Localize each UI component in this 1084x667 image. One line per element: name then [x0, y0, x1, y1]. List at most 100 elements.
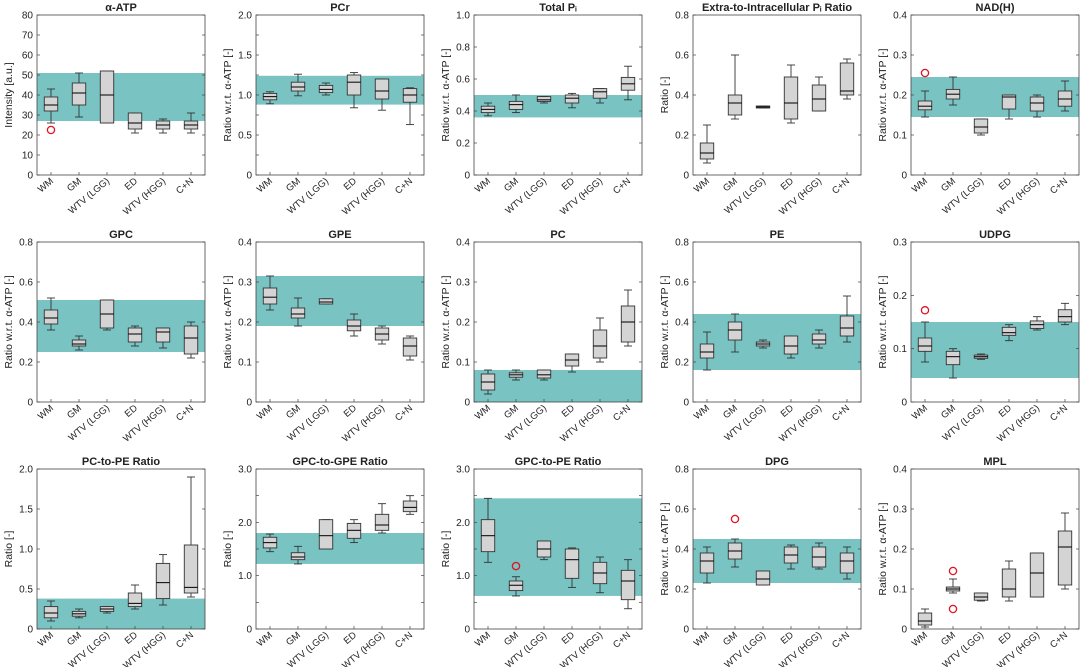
box-2: [536, 369, 552, 381]
reference-band: [474, 370, 642, 402]
x-tick-label: GM: [284, 176, 303, 194]
reference-band: [474, 95, 642, 118]
iqr-box: [127, 112, 143, 130]
x-tick-label: WM: [910, 176, 930, 195]
iqr-box: [699, 142, 715, 160]
iqr-box: [1001, 94, 1017, 110]
x-tick-label: C+N: [393, 630, 415, 651]
y-axis-label: Ratio [-]: [659, 77, 671, 114]
iqr-box: [290, 552, 306, 561]
y-tick-label: 60: [22, 51, 34, 62]
y-axis-label: Ratio w.r.t. α-ATP [-]: [877, 502, 889, 595]
x-tick-label: C+N: [830, 403, 852, 424]
iqr-box: [43, 309, 59, 325]
y-tick-label: 0.8: [456, 43, 470, 54]
box-1: [945, 348, 961, 379]
x-tick-label: ED: [997, 176, 1014, 193]
reference-band: [37, 73, 205, 121]
reference-band: [256, 75, 424, 105]
box-4: [592, 88, 608, 104]
box-3: [564, 92, 580, 109]
panel-title: PCr: [330, 2, 350, 14]
outlier-point: [948, 604, 958, 614]
y-tick-label: 2.0: [238, 11, 252, 22]
iqr-box: [1001, 326, 1017, 336]
iqr-box: [783, 335, 799, 355]
iqr-box: [917, 612, 933, 626]
y-tick-label: 0.6: [675, 505, 689, 516]
box-0: [262, 533, 278, 553]
x-tick-label: ED: [779, 630, 796, 647]
iqr-box: [402, 500, 418, 513]
y-axis-label: Intensity [a.u.]: [3, 62, 15, 127]
x-tick-label: GM: [65, 176, 84, 194]
box-0: [480, 497, 496, 563]
x-tick-label: ED: [123, 403, 140, 420]
box-5: [183, 476, 199, 598]
x-tick-label: ED: [779, 403, 796, 420]
y-tick-label: 0.4: [238, 238, 252, 249]
y-tick-label: 0.4: [675, 318, 689, 329]
box-2: [973, 118, 989, 136]
box-5: [1057, 80, 1073, 112]
y-axis-label: Ratio w.r.t. α-ATP [-]: [222, 275, 234, 368]
y-tick-label: 0.6: [456, 75, 470, 86]
iqr-box: [43, 606, 59, 619]
box-4: [1029, 316, 1045, 331]
iqr-box: [1029, 96, 1045, 112]
y-tick-label: 0: [27, 398, 33, 409]
x-tick-label: ED: [560, 630, 577, 647]
box-5: [1057, 302, 1073, 326]
box-1: [508, 369, 524, 381]
box-1: [727, 313, 743, 353]
box-0: [699, 124, 715, 164]
iqr-box: [262, 287, 278, 305]
reference-band: [474, 498, 642, 596]
iqr-box: [973, 118, 989, 134]
box-1: [71, 608, 87, 619]
iqr-box: [127, 592, 143, 608]
box-0: [917, 321, 933, 363]
box-4: [811, 542, 827, 570]
iqr-box: [620, 305, 636, 343]
y-tick-label: 20: [22, 131, 34, 142]
y-tick-label: 0: [464, 398, 470, 409]
y-tick-label: 2.0: [456, 518, 470, 529]
y-axis-label: Ratio w.r.t. α-ATP [-]: [659, 502, 671, 595]
box-2: [755, 105, 771, 109]
y-tick-label: 0: [683, 625, 689, 636]
x-tick-label: GM: [284, 403, 303, 421]
panel-title: GPC-to-GPE Ratio: [292, 456, 388, 468]
x-tick-label: WM: [692, 176, 712, 195]
iqr-box: [945, 350, 961, 366]
box-3: [127, 325, 143, 347]
box-0: [262, 275, 278, 311]
x-tick-label: WM: [473, 176, 493, 195]
box-5: [839, 546, 855, 580]
y-tick-label: 0.5: [19, 585, 33, 596]
iqr-box: [917, 100, 933, 111]
reference-band: [37, 598, 205, 629]
box-4: [592, 556, 608, 594]
y-tick-label: 0.2: [19, 358, 33, 369]
box-0: [699, 331, 715, 371]
box-5: [183, 112, 199, 134]
box-2: [536, 96, 552, 104]
iqr-box: [917, 337, 933, 352]
reference-band: [911, 77, 1079, 117]
y-tick-label: 0.1: [456, 358, 470, 369]
iqr-box: [592, 329, 608, 359]
box-3: [127, 112, 143, 134]
y-tick-label: 0.4: [893, 465, 907, 476]
box-0: [43, 600, 59, 622]
x-tick-label: WM: [473, 403, 493, 422]
x-tick-label: GM: [939, 630, 958, 648]
x-tick-label: ED: [123, 630, 140, 647]
y-tick-label: 0.6: [19, 278, 33, 289]
